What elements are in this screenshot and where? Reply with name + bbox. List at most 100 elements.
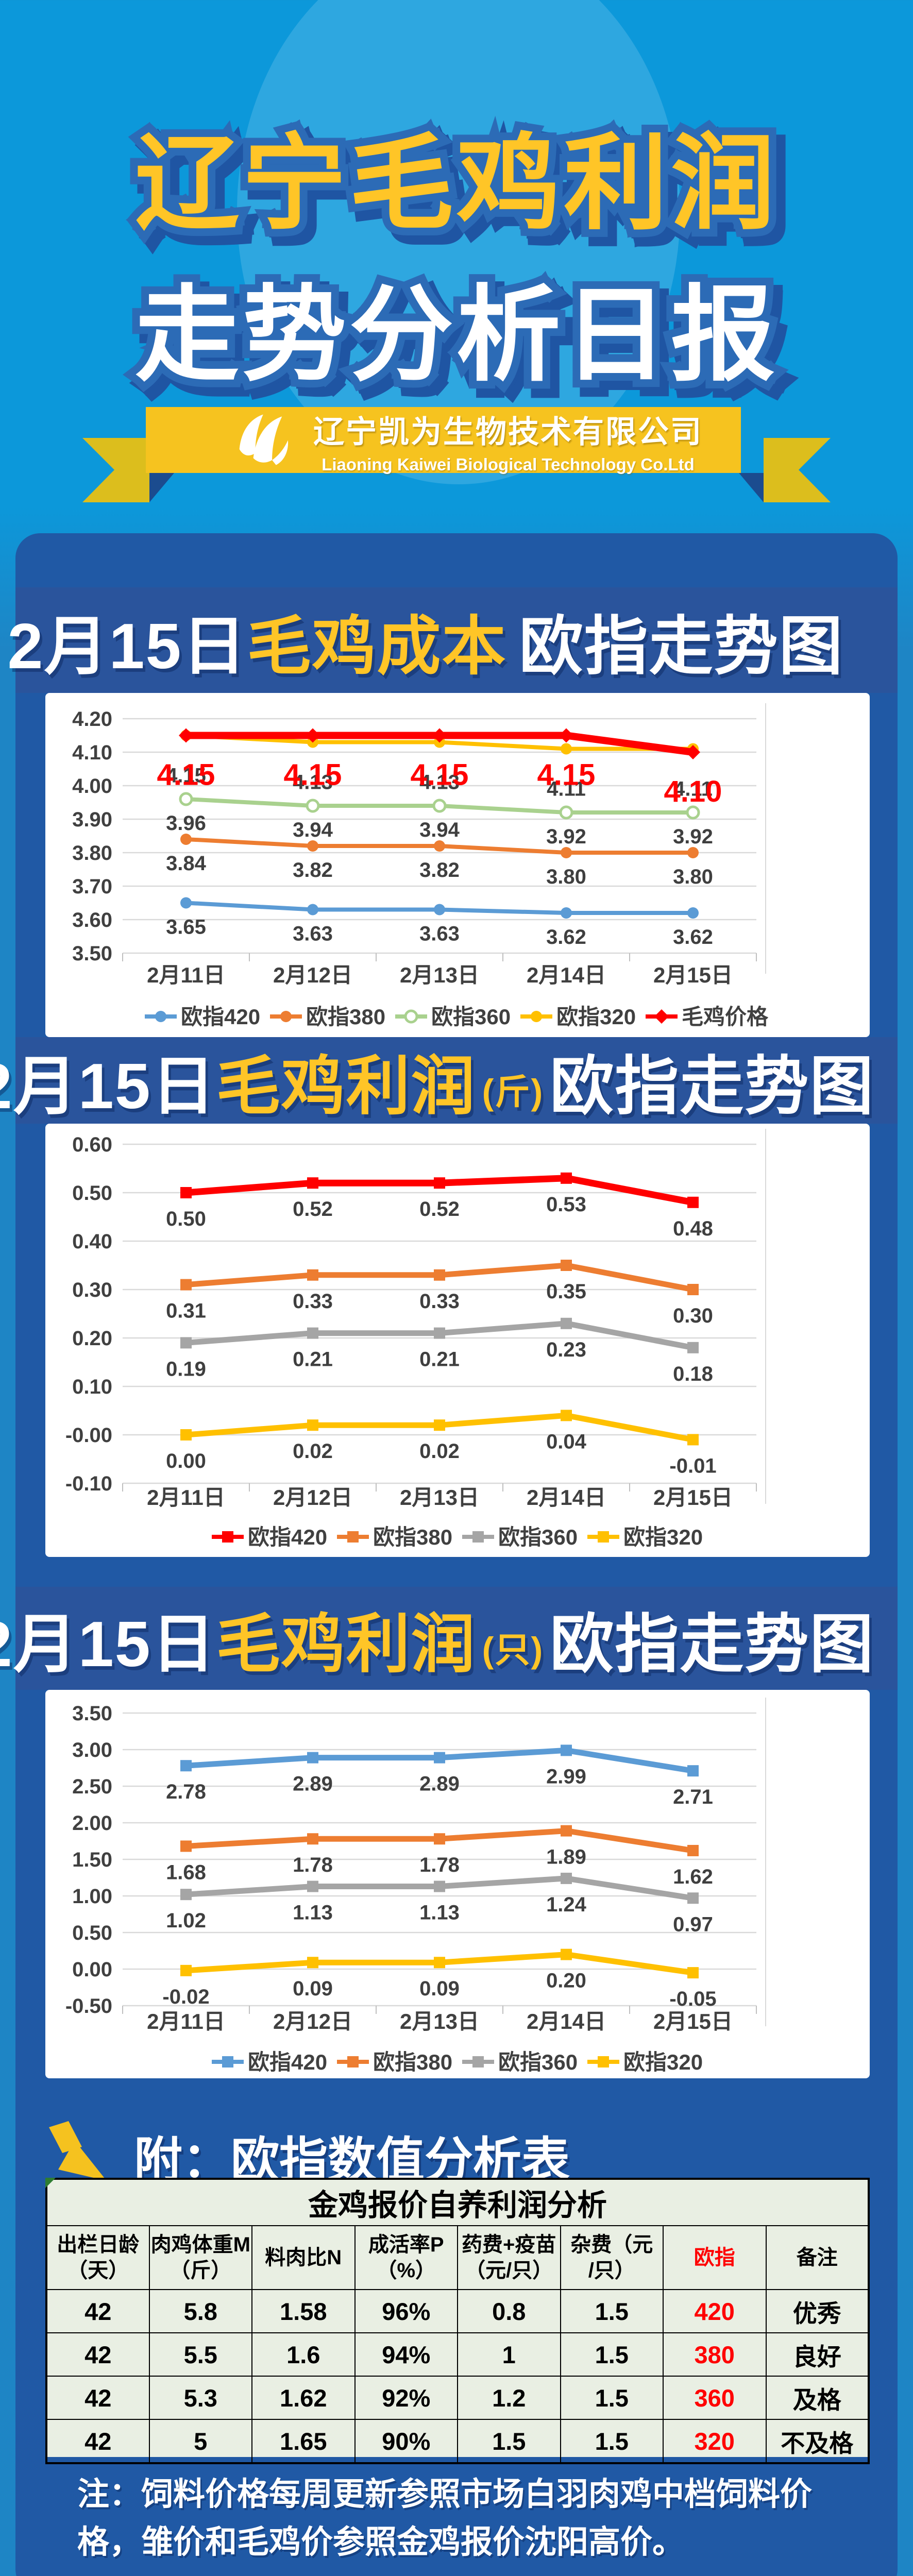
cell: 5.8: [148, 2289, 252, 2333]
col-header-survival: 成活率P （%）: [354, 2225, 458, 2290]
svg-text:4.11: 4.11: [547, 778, 586, 801]
svg-text:3.80: 3.80: [673, 866, 713, 888]
section-title-unit: (只): [482, 1631, 544, 1670]
svg-text:2月14日: 2月14日: [527, 2009, 606, 2033]
svg-text:0.09: 0.09: [419, 1977, 460, 2000]
cell: 1: [457, 2332, 561, 2377]
section-title-highlight: 毛鸡利润: [216, 1609, 476, 1680]
svg-text:2.78: 2.78: [166, 1781, 206, 1803]
cell-euro-index: 320: [663, 2419, 767, 2464]
svg-text:0.31: 0.31: [166, 1300, 206, 1323]
cell: 96%: [354, 2289, 458, 2333]
svg-text:4.10: 4.10: [72, 741, 112, 764]
svg-text:4.11: 4.11: [673, 778, 713, 801]
svg-text:3.62: 3.62: [546, 926, 586, 948]
content-panel: 2月15日毛鸡成本 欧指走势图 4.20 4.10 4.00 3.90 3.80 3.70 3…: [0, 533, 898, 2576]
section-title-date: 2月15日: [7, 611, 247, 682]
section-band-profit-jin: 2月15日毛鸡利润 (斤)欧指走势图: [0, 1037, 898, 1124]
svg-text:1.50: 1.50: [72, 1849, 112, 1871]
cell: 1.65: [251, 2419, 356, 2464]
col-header-euro-index: 欧指: [663, 2225, 767, 2290]
company-name-en: Liaoning Kaiwei Biological Technology Co…: [322, 454, 695, 474]
svg-text:3.94: 3.94: [419, 819, 460, 841]
arrow-icon: [49, 2121, 107, 2181]
svg-text:0.52: 0.52: [293, 1198, 333, 1221]
svg-text:1.78: 1.78: [293, 1854, 333, 1876]
svg-text:2.00: 2.00: [72, 1812, 112, 1835]
cell: 1.5: [457, 2419, 561, 2464]
svg-text:0.50: 0.50: [72, 1922, 112, 1944]
cell-remark: 良好: [765, 2332, 869, 2377]
section-title-suffix: 欧指走势图: [550, 1609, 875, 1680]
cell: 90%: [354, 2419, 458, 2464]
svg-text:欧指380: 欧指380: [373, 1525, 452, 1549]
svg-text:2月11日: 2月11日: [147, 2009, 225, 2033]
svg-text:0.19: 0.19: [166, 1358, 206, 1380]
svg-text:2月13日: 2月13日: [400, 963, 479, 987]
svg-text:2月12日: 2月12日: [273, 1485, 352, 1510]
svg-text:4.20: 4.20: [72, 708, 112, 731]
col-header-fcr: 料肉比N: [251, 2225, 356, 2290]
ribbon-tail-left: [82, 438, 149, 502]
col-header-weight: 肉鸡体重M （斤）: [148, 2225, 252, 2290]
svg-text:2月13日: 2月13日: [400, 1485, 479, 1510]
section-title-suffix: 欧指走势图: [519, 611, 844, 682]
svg-text:3.82: 3.82: [293, 859, 333, 882]
svg-text:4.15: 4.15: [537, 758, 596, 792]
svg-text:3.92: 3.92: [673, 825, 713, 848]
svg-text:3.70: 3.70: [72, 875, 112, 898]
main-title: 辽宁毛鸡利润 辽宁毛鸡利润 走势分析日报 走势分析日报: [127, 117, 792, 410]
svg-text:欧指360: 欧指360: [498, 1525, 578, 1549]
cell-euro-index: 420: [663, 2289, 767, 2333]
svg-text:欧指420: 欧指420: [248, 1525, 327, 1549]
svg-text:4.00: 4.00: [72, 775, 112, 798]
svg-text:0.50: 0.50: [166, 1208, 206, 1230]
cell: 42: [46, 2332, 150, 2377]
col-header-medicine: 药费+疫苗 （元/只）: [457, 2225, 561, 2290]
svg-text:0.20: 0.20: [546, 1970, 586, 1992]
cell-remark: 不及格: [765, 2419, 869, 2464]
svg-text:0.97: 0.97: [673, 1913, 713, 1936]
svg-text:0.21: 0.21: [293, 1348, 333, 1371]
svg-text:3.65: 3.65: [166, 916, 206, 939]
section-title-cost: 2月15日毛鸡成本 欧指走势图: [8, 594, 906, 687]
svg-text:3.80: 3.80: [546, 866, 586, 888]
svg-text:2.89: 2.89: [293, 1773, 333, 1795]
cell: 1.58: [251, 2289, 356, 2333]
table-header-row: 出栏日龄 （天） 肉鸡体重M （斤） 料肉比N 成活率P （%） 药费+疫苗 （…: [46, 2225, 869, 2290]
cell: 1.5: [560, 2332, 664, 2377]
svg-text:1.62: 1.62: [673, 1866, 713, 1888]
svg-text:3.90: 3.90: [72, 808, 112, 831]
svg-text:欧指380: 欧指380: [373, 2050, 452, 2074]
svg-text:2.89: 2.89: [419, 1773, 460, 1795]
company-banner: 辽宁凯为生物技术有限公司 Liaoning Kaiwei Biological …: [234, 410, 750, 474]
svg-text:欧指420: 欧指420: [248, 2050, 327, 2074]
svg-text:0.40: 0.40: [72, 1230, 112, 1253]
svg-text:4.15: 4.15: [166, 765, 206, 787]
col-header-age: 出栏日龄 （天）: [46, 2225, 150, 2290]
table-row: 42 5.8 1.58 96% 0.8 1.5 420 优秀: [46, 2289, 869, 2333]
svg-text:1.89: 1.89: [546, 1846, 586, 1869]
svg-text:2.99: 2.99: [546, 1765, 586, 1788]
svg-text:欧指380: 欧指380: [306, 1005, 385, 1029]
svg-text:2月12日: 2月12日: [273, 963, 352, 987]
cell: 42: [46, 2376, 150, 2420]
svg-text:1.24: 1.24: [546, 1893, 587, 1916]
svg-text:3.63: 3.63: [293, 923, 333, 945]
cell-euro-index: 360: [663, 2376, 767, 2420]
svg-text:2月11日: 2月11日: [147, 1485, 225, 1510]
table-row: 42 5.3 1.62 92% 1.2 1.5 360 及格: [46, 2376, 869, 2420]
svg-text:2月14日: 2月14日: [527, 963, 606, 987]
cell: 42: [46, 2419, 150, 2464]
main-title-line1-shadow: 辽宁毛鸡利润: [143, 133, 786, 250]
svg-text:欧指360: 欧指360: [498, 2050, 578, 2074]
svg-text:1.02: 1.02: [166, 1909, 206, 1932]
cell: 5.3: [148, 2376, 252, 2420]
section-title-date: 2月15日: [0, 1609, 216, 1680]
main-title-line1: 辽宁毛鸡利润: [135, 125, 778, 242]
svg-text:0.33: 0.33: [293, 1290, 333, 1313]
profit-per-jin-chart: 0.60 0.50 0.40 0.30 0.20 0.10 -0.00 -0.10 2月11日 2…: [65, 1129, 766, 1549]
note-text: 注：饲料价格每周更新参照市场白羽肉鸡中档饲料价格，雏价和毛鸡价参照金鸡报价沈阳高…: [77, 2477, 813, 2560]
svg-text:欧指320: 欧指320: [623, 1525, 703, 1549]
